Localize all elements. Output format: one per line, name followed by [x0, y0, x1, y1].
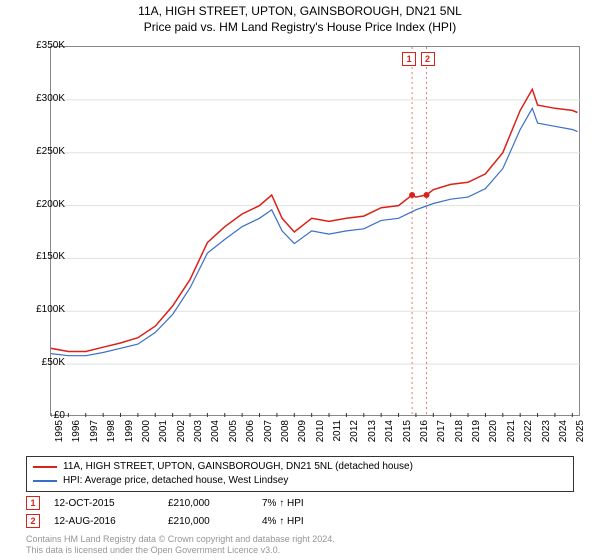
x-tick-label: 2010: [315, 420, 326, 450]
x-tick-label: 1996: [71, 420, 82, 450]
y-tick-label: £150K: [17, 251, 65, 262]
x-tick-label: 2008: [280, 420, 291, 450]
chart-svg: [51, 47, 581, 417]
title-address: 11A, HIGH STREET, UPTON, GAINSBOROUGH, D…: [0, 4, 600, 18]
x-tick-label: 2003: [193, 420, 204, 450]
y-tick-label: £100K: [17, 304, 65, 315]
legend-row-property: 11A, HIGH STREET, UPTON, GAINSBOROUGH, D…: [33, 460, 567, 474]
sale-date-1: 12-OCT-2015: [54, 498, 154, 509]
sale-price-1: £210,000: [168, 498, 248, 509]
sale-row-1: 1 12-OCT-2015 £210,000 7% ↑ HPI: [26, 494, 574, 512]
x-tick-label: 2025: [575, 420, 586, 450]
x-tick-label: 2013: [367, 420, 378, 450]
x-tick-label: 2016: [419, 420, 430, 450]
sale-diff-1: 7% ↑ HPI: [262, 498, 342, 509]
x-tick-label: 2001: [158, 420, 169, 450]
x-tick-label: 2005: [228, 420, 239, 450]
x-tick-label: 2021: [506, 420, 517, 450]
sale-diff-2: 4% ↑ HPI: [262, 516, 342, 527]
y-tick-label: £200K: [17, 199, 65, 210]
x-tick-label: 1995: [54, 420, 65, 450]
x-tick-label: 2000: [141, 420, 152, 450]
footer: Contains HM Land Registry data © Crown c…: [26, 534, 574, 556]
y-tick-label: £250K: [17, 146, 65, 157]
x-tick-label: 2006: [245, 420, 256, 450]
x-tick-label: 2004: [210, 420, 221, 450]
x-tick-label: 2022: [523, 420, 534, 450]
x-tick-label: 2017: [436, 420, 447, 450]
x-tick-label: 2015: [402, 420, 413, 450]
x-tick-label: 2018: [454, 420, 465, 450]
y-tick-label: £50K: [17, 357, 65, 368]
x-tick-label: 2012: [349, 420, 360, 450]
chart-marker-1: 1: [402, 52, 416, 66]
legend-box: 11A, HIGH STREET, UPTON, GAINSBOROUGH, D…: [26, 456, 574, 492]
sale-date-2: 12-AUG-2016: [54, 516, 154, 527]
legend-swatch-hpi: [33, 480, 57, 482]
sale-marker-1: 1: [26, 496, 40, 510]
chart-marker-2: 2: [421, 52, 435, 66]
sales-block: 1 12-OCT-2015 £210,000 7% ↑ HPI 2 12-AUG…: [26, 494, 574, 530]
x-tick-label: 1999: [124, 420, 135, 450]
title-block: 11A, HIGH STREET, UPTON, GAINSBOROUGH, D…: [0, 0, 600, 34]
sale-row-2: 2 12-AUG-2016 £210,000 4% ↑ HPI: [26, 512, 574, 530]
title-subtitle: Price paid vs. HM Land Registry's House …: [0, 20, 600, 34]
legend-label-property: 11A, HIGH STREET, UPTON, GAINSBOROUGH, D…: [63, 460, 413, 474]
x-tick-label: 2009: [297, 420, 308, 450]
footer-line2: This data is licensed under the Open Gov…: [26, 545, 574, 556]
x-tick-label: 2024: [558, 420, 569, 450]
x-tick-label: 2007: [263, 420, 274, 450]
x-tick-label: 2020: [488, 420, 499, 450]
plot-area: [50, 46, 580, 416]
legend-row-hpi: HPI: Average price, detached house, West…: [33, 474, 567, 488]
x-tick-label: 2023: [541, 420, 552, 450]
x-tick-label: 2002: [176, 420, 187, 450]
x-tick-label: 2014: [384, 420, 395, 450]
x-tick-label: 2019: [471, 420, 482, 450]
sale-price-2: £210,000: [168, 516, 248, 527]
footer-line1: Contains HM Land Registry data © Crown c…: [26, 534, 574, 545]
sale-marker-2: 2: [26, 514, 40, 528]
x-tick-label: 1998: [106, 420, 117, 450]
chart-container: 11A, HIGH STREET, UPTON, GAINSBOROUGH, D…: [0, 0, 600, 560]
x-tick-label: 2011: [332, 420, 343, 450]
legend-label-hpi: HPI: Average price, detached house, West…: [63, 474, 288, 488]
x-tick-label: 1997: [89, 420, 100, 450]
y-tick-label: £350K: [17, 40, 65, 51]
y-tick-label: £300K: [17, 93, 65, 104]
legend-swatch-property: [33, 466, 57, 468]
